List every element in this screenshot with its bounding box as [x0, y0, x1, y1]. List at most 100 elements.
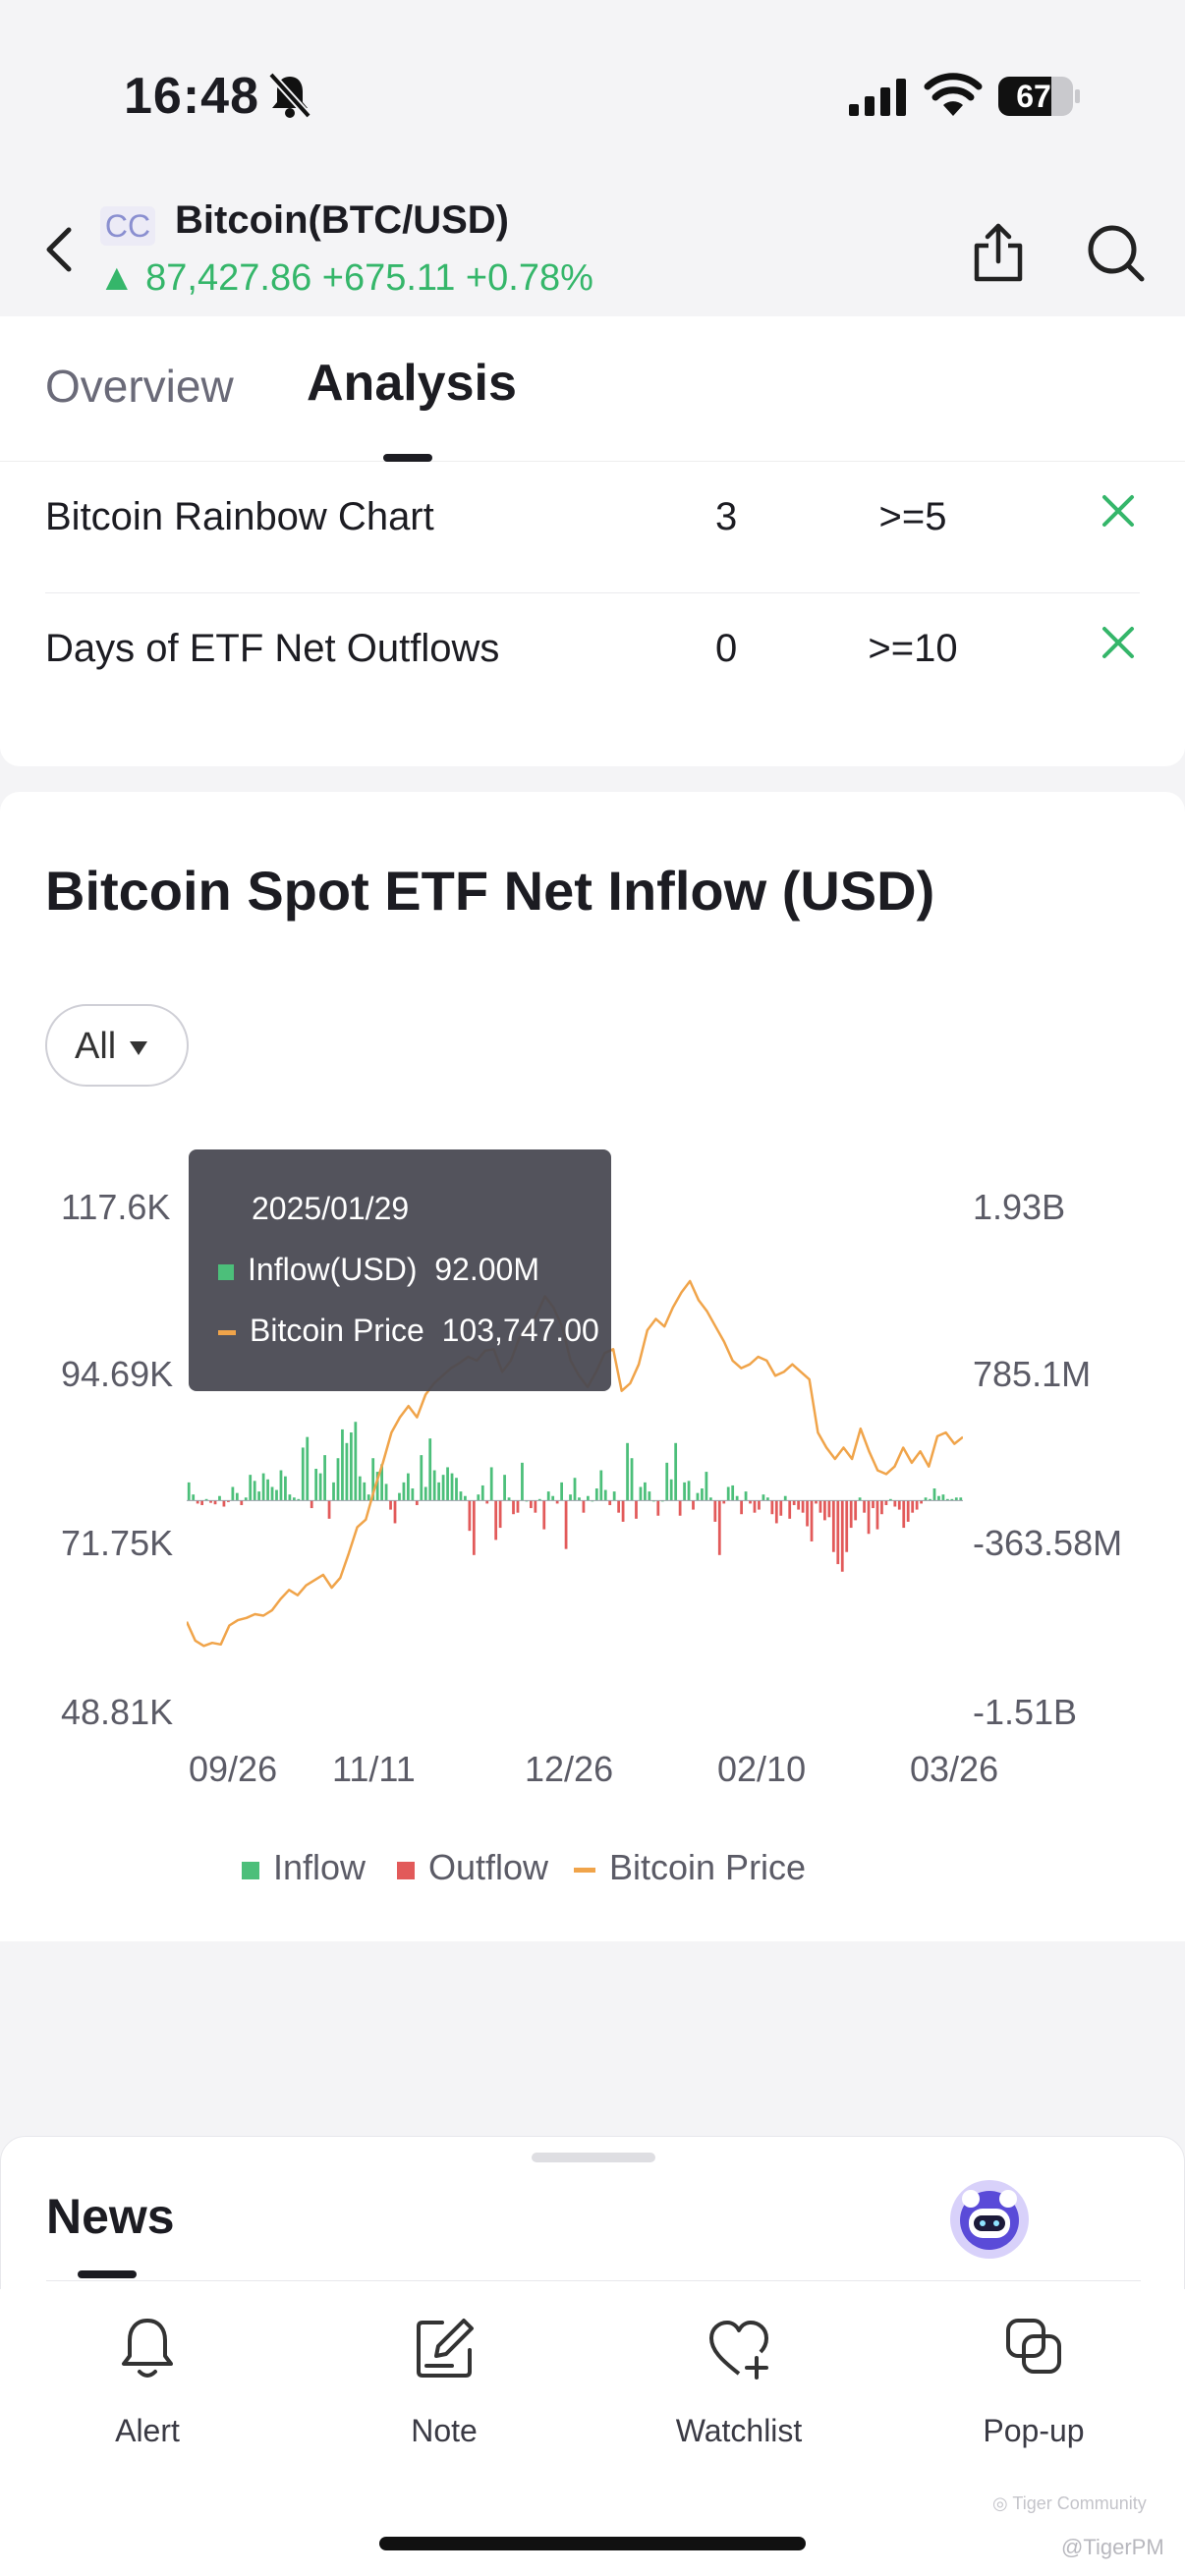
inflow-bar[interactable] — [354, 1422, 358, 1501]
outflow-bar[interactable] — [792, 1500, 796, 1505]
inflow-bar[interactable] — [546, 1491, 550, 1501]
inflow-bar[interactable] — [358, 1476, 362, 1501]
inflow-bar[interactable] — [398, 1492, 401, 1501]
inflow-bar[interactable] — [888, 1498, 892, 1501]
inflow-bar[interactable] — [932, 1488, 936, 1501]
inflow-bar[interactable] — [762, 1494, 765, 1501]
inflow-bar[interactable] — [284, 1476, 287, 1501]
inflow-bar[interactable] — [275, 1489, 278, 1501]
inflow-bar[interactable] — [726, 1486, 730, 1501]
inflow-bar[interactable] — [696, 1492, 700, 1501]
inflow-bar[interactable] — [349, 1432, 353, 1501]
inflow-bar[interactable] — [644, 1482, 647, 1501]
outflow-bar[interactable] — [906, 1500, 910, 1522]
outflow-bar[interactable] — [774, 1500, 778, 1524]
outflow-bar[interactable] — [893, 1500, 897, 1507]
outflow-bar[interactable] — [749, 1500, 752, 1504]
nav-popup[interactable]: Pop-up — [935, 2315, 1132, 2452]
outflow-bar[interactable] — [788, 1500, 792, 1519]
inflow-bar[interactable] — [270, 1486, 274, 1501]
inflow-bar[interactable] — [314, 1469, 318, 1501]
inflow-bar[interactable] — [363, 1482, 367, 1501]
inflow-bar[interactable] — [428, 1438, 432, 1501]
sheet-drag-handle[interactable] — [532, 2153, 655, 2162]
inflow-bar[interactable] — [292, 1497, 296, 1501]
outflow-bar[interactable] — [806, 1500, 809, 1527]
inflow-bar[interactable] — [231, 1486, 235, 1501]
outflow-bar[interactable] — [779, 1500, 783, 1516]
inflow-bar[interactable] — [450, 1473, 454, 1501]
inflow-bar[interactable] — [371, 1458, 375, 1501]
inflow-bar[interactable] — [345, 1442, 349, 1501]
outflow-bar[interactable] — [902, 1500, 906, 1529]
share-icon[interactable] — [969, 222, 1028, 283]
inflow-bar[interactable] — [437, 1482, 441, 1501]
inflow-bar[interactable] — [858, 1497, 862, 1501]
outflow-bar[interactable] — [209, 1500, 212, 1503]
inflow-bar[interactable] — [648, 1491, 651, 1501]
inflow-bar[interactable] — [489, 1467, 493, 1501]
nav-note[interactable]: Note — [346, 2315, 542, 2452]
inflow-bar[interactable] — [954, 1497, 958, 1501]
inflow-bar[interactable] — [924, 1497, 928, 1501]
outflow-bar[interactable] — [872, 1500, 875, 1509]
inflow-bar[interactable] — [411, 1488, 415, 1501]
inflow-bar[interactable] — [507, 1497, 511, 1501]
inflow-bar[interactable] — [480, 1484, 484, 1501]
inflow-bar[interactable] — [380, 1464, 383, 1501]
outflow-bar[interactable] — [840, 1500, 844, 1572]
inflow-bar[interactable] — [578, 1497, 581, 1501]
inflow-bar[interactable] — [336, 1458, 340, 1501]
inflow-bar[interactable] — [318, 1473, 322, 1501]
outflow-bar[interactable] — [200, 1500, 204, 1505]
inflow-bar[interactable] — [708, 1497, 712, 1501]
outflow-bar[interactable] — [227, 1500, 230, 1502]
inflow-bar[interactable] — [937, 1495, 940, 1501]
inflow-bar[interactable] — [306, 1436, 310, 1501]
outflow-bar[interactable] — [327, 1500, 331, 1519]
inflow-bar[interactable] — [783, 1495, 787, 1501]
outflow-bar[interactable] — [393, 1500, 397, 1524]
outflow-bar[interactable] — [797, 1500, 801, 1510]
inflow-bar[interactable] — [423, 1486, 427, 1501]
outflow-bar[interactable] — [617, 1500, 621, 1513]
outflow-bar[interactable] — [472, 1500, 476, 1555]
back-icon[interactable] — [39, 224, 79, 275]
nav-watchlist[interactable]: Watchlist — [641, 2315, 837, 2452]
inflow-bar[interactable] — [375, 1472, 379, 1501]
outflow-bar[interactable] — [875, 1500, 879, 1530]
outflow-bar[interactable] — [854, 1500, 858, 1521]
inflow-bar[interactable] — [187, 1482, 191, 1501]
inflow-bar[interactable] — [477, 1494, 480, 1501]
outflow-bar[interactable] — [196, 1500, 199, 1504]
range-dropdown[interactable]: All — [45, 1004, 189, 1087]
inflow-bar[interactable] — [464, 1495, 467, 1501]
inflow-bar[interactable] — [218, 1495, 221, 1501]
inflow-bar[interactable] — [279, 1470, 283, 1501]
tab-analysis[interactable]: Analysis — [307, 355, 517, 412]
outflow-bar[interactable] — [770, 1500, 774, 1515]
inflow-bar[interactable] — [455, 1478, 458, 1501]
outflow-bar[interactable] — [692, 1500, 695, 1510]
inflow-bar[interactable] — [420, 1455, 423, 1501]
outflow-bar[interactable] — [222, 1500, 226, 1507]
inflow-bar[interactable] — [669, 1479, 673, 1501]
inflow-bar[interactable] — [959, 1497, 963, 1501]
inflow-bar[interactable] — [744, 1491, 748, 1501]
outflow-bar[interactable] — [845, 1500, 849, 1552]
outflow-bar[interactable] — [827, 1500, 831, 1518]
nav-alert[interactable]: Alert — [49, 2315, 246, 2452]
outflow-bar[interactable] — [920, 1500, 923, 1504]
inflow-bar[interactable] — [941, 1494, 945, 1501]
outflow-bar[interactable] — [512, 1500, 515, 1515]
outflow-bar[interactable] — [310, 1500, 313, 1509]
inflow-bar[interactable] — [521, 1462, 524, 1501]
outflow-bar[interactable] — [815, 1500, 818, 1504]
inflow-bar[interactable] — [683, 1482, 686, 1501]
outflow-bar[interactable] — [758, 1500, 761, 1510]
inflow-bar[interactable] — [235, 1492, 239, 1501]
outflow-bar[interactable] — [740, 1500, 743, 1515]
outflow-bar[interactable] — [863, 1500, 866, 1513]
outflow-bar[interactable] — [485, 1500, 489, 1504]
outflow-bar[interactable] — [516, 1500, 520, 1513]
